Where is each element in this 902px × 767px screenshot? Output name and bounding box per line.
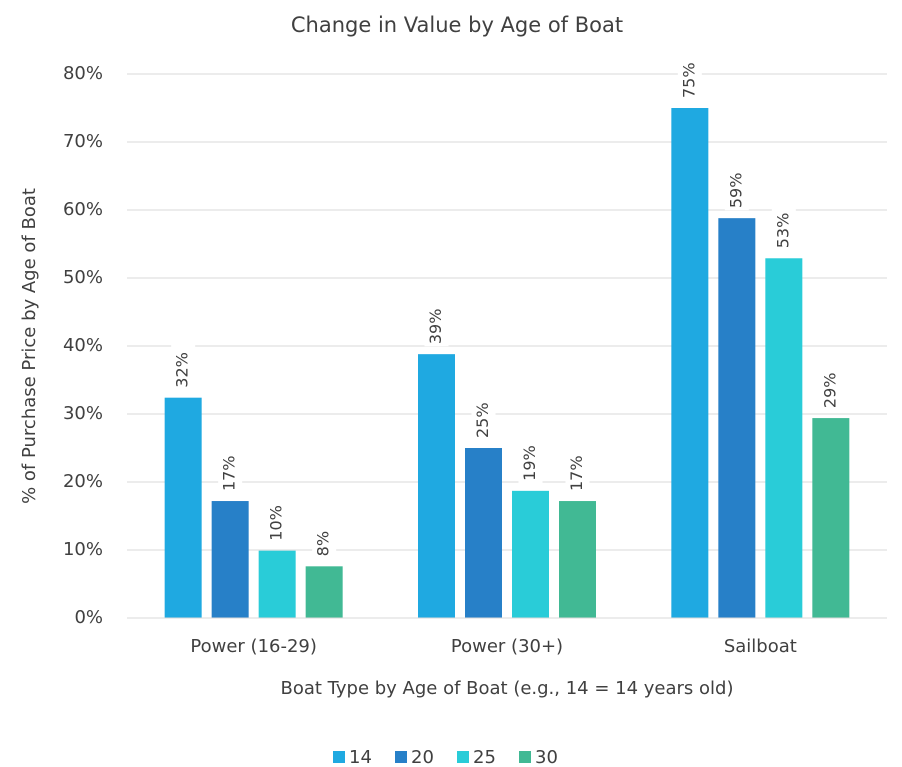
y-tick-label: 80% bbox=[63, 63, 103, 84]
value-label: 10% bbox=[267, 505, 286, 541]
y-tick-label: 70% bbox=[63, 131, 103, 152]
value-label: 17% bbox=[567, 455, 586, 491]
value-label-bg bbox=[724, 164, 749, 211]
bar bbox=[418, 354, 455, 618]
x-tick-label: Power (16-29) bbox=[190, 636, 317, 657]
bar bbox=[671, 108, 709, 618]
value-label-bg bbox=[677, 54, 702, 100]
legend-label: 20 bbox=[411, 747, 434, 767]
value-label-bg bbox=[471, 394, 496, 440]
value-label-bg bbox=[818, 364, 843, 411]
legend-swatch bbox=[395, 751, 407, 763]
value-label-bg bbox=[771, 204, 796, 251]
value-label-bg bbox=[424, 300, 449, 347]
chart-title: Change in Value by Age of Boat bbox=[291, 13, 623, 37]
y-tick-label: 10% bbox=[63, 539, 103, 560]
bar bbox=[559, 501, 596, 618]
value-label-bg bbox=[265, 496, 290, 543]
bar bbox=[718, 218, 756, 618]
value-label: 8% bbox=[314, 531, 333, 556]
x-tick-label: Sailboat bbox=[724, 636, 797, 657]
value-label: 17% bbox=[220, 455, 239, 491]
value-label: 19% bbox=[520, 445, 539, 481]
bar bbox=[258, 550, 296, 618]
legend-swatch bbox=[519, 751, 531, 763]
y-tick-label: 0% bbox=[74, 607, 103, 628]
legend-label: 30 bbox=[535, 747, 558, 767]
y-tick-label: 30% bbox=[63, 403, 103, 424]
legend-label: 25 bbox=[473, 747, 496, 767]
value-label: 29% bbox=[820, 373, 839, 409]
value-label-bg bbox=[565, 447, 590, 494]
x-axis-title: Boat Type by Age of Boat (e.g., 14 = 14 … bbox=[281, 678, 734, 699]
value-label: 39% bbox=[426, 309, 445, 345]
value-label: 32% bbox=[173, 352, 192, 388]
y-axis-title: % of Purchase Price by Age of Boat bbox=[19, 188, 40, 504]
bar bbox=[164, 397, 202, 618]
value-label-bg bbox=[312, 512, 337, 559]
bar bbox=[211, 501, 249, 618]
value-label-bg bbox=[218, 447, 243, 494]
bar bbox=[812, 418, 850, 618]
legend-label: 14 bbox=[349, 747, 372, 767]
y-tick-label: 50% bbox=[63, 267, 103, 288]
y-tick-label: 40% bbox=[63, 335, 103, 356]
x-tick-label: Power (30+) bbox=[451, 636, 563, 657]
bar bbox=[512, 490, 549, 618]
y-tick-label: 20% bbox=[63, 471, 103, 492]
value-label: 75% bbox=[679, 62, 698, 98]
bar bbox=[765, 258, 803, 618]
legend-swatch bbox=[333, 751, 345, 763]
value-label: 25% bbox=[473, 402, 492, 438]
value-label: 59% bbox=[726, 173, 745, 209]
y-tick-label: 60% bbox=[63, 199, 103, 220]
value-label-bg bbox=[171, 343, 196, 390]
value-label-bg bbox=[518, 436, 543, 483]
bar bbox=[305, 566, 343, 618]
value-label: 53% bbox=[773, 213, 792, 249]
legend-swatch bbox=[457, 751, 469, 763]
bar bbox=[465, 448, 502, 618]
